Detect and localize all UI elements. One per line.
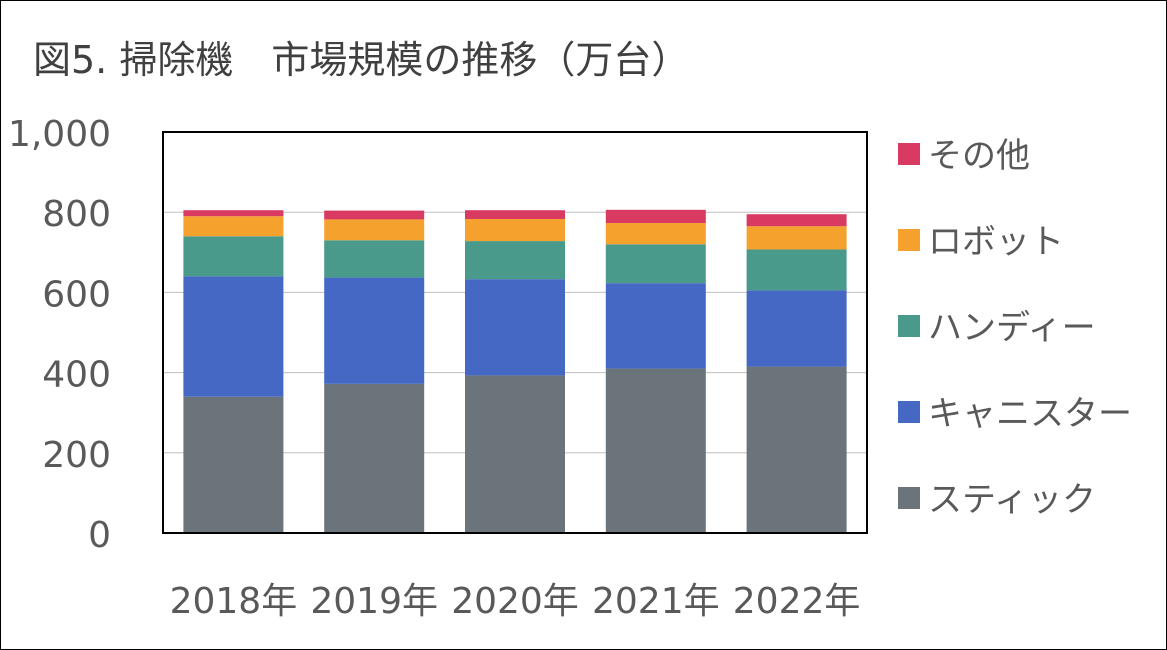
bar-1-1: [183, 396, 284, 533]
bar-4-3: [465, 219, 565, 242]
bar-4-2: [324, 219, 425, 241]
bar-2-1: [183, 276, 284, 397]
bar-5-1: [183, 210, 284, 217]
bar-5-3: [465, 210, 565, 220]
legend-swatch: [898, 315, 920, 337]
y-tick-label: 600: [42, 274, 111, 315]
y-tick-label: 0: [88, 515, 111, 556]
y-tick-label: 800: [42, 194, 111, 235]
y-tick-label: 200: [42, 435, 111, 476]
bar-4-5: [746, 226, 847, 250]
legend-label: ハンディー: [928, 308, 1096, 348]
x-tick-label: 2019年: [310, 581, 438, 622]
bar-3-4: [605, 244, 706, 284]
legend-label: ロボット: [928, 222, 1064, 262]
legend-label: スティック: [928, 480, 1096, 520]
bar-5-5: [746, 214, 847, 227]
y-tick-label: 400: [42, 355, 111, 396]
x-tick-label: 2018年: [170, 581, 298, 622]
legend-label: その他: [928, 136, 1030, 176]
bar-1-2: [324, 383, 425, 533]
bar-3-2: [324, 240, 425, 278]
plot-border: [162, 131, 868, 534]
bar-3-5: [746, 249, 847, 291]
bar-3-1: [183, 236, 284, 277]
bar-1-3: [465, 375, 565, 533]
bar-2-5: [746, 290, 847, 367]
bar-3-3: [465, 241, 565, 280]
bar-5-2: [324, 210, 425, 220]
x-tick-label: 2020年: [451, 581, 579, 622]
bar-2-3: [465, 279, 565, 376]
legend-swatch: [898, 229, 920, 251]
chart-title: 図5. 掃除機 市場規模の推移（万台）: [33, 38, 690, 82]
y-tick-label: 1,000: [8, 114, 111, 155]
bar-2-4: [605, 283, 706, 369]
bar-5-4: [605, 209, 706, 224]
bar-1-5: [746, 366, 847, 533]
bar-2-2: [324, 277, 425, 384]
bar-1-4: [605, 368, 706, 533]
bar-4-4: [605, 223, 706, 245]
legend-swatch: [898, 143, 920, 165]
legend-label: キャニスター: [928, 394, 1132, 434]
legend-swatch: [898, 401, 920, 423]
x-tick-label: 2022年: [733, 581, 861, 622]
x-tick-label: 2021年: [592, 581, 720, 622]
legend-swatch: [898, 487, 920, 509]
bar-4-1: [183, 216, 284, 237]
